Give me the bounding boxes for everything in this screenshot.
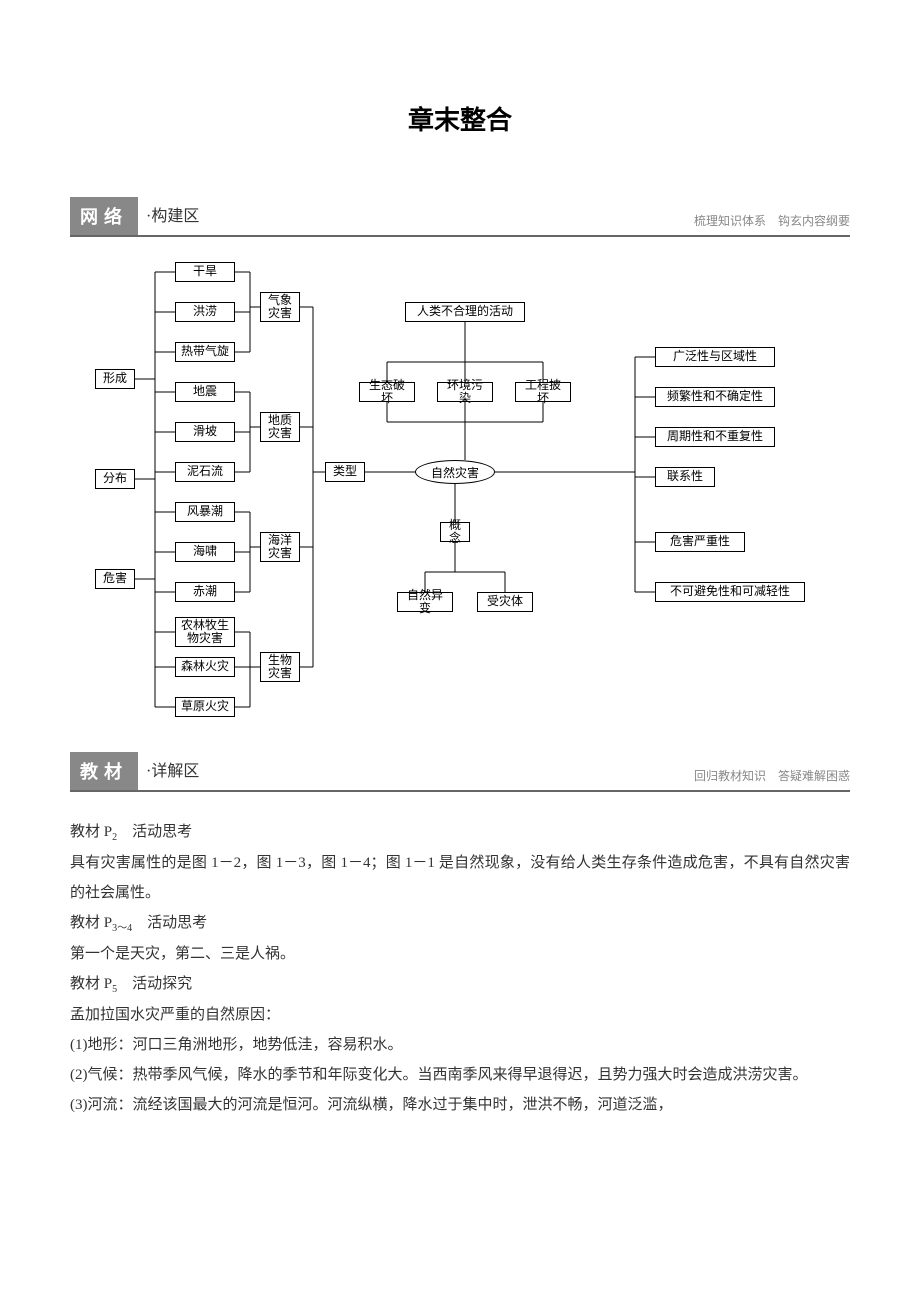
para: 教材 P5 活动探究 <box>70 969 850 1000</box>
section-left: 网络 ·构建区 <box>70 197 199 235</box>
diagram-node: 海啸 <box>175 542 235 562</box>
section-network-header: 网络 ·构建区 梳理知识体系 钩玄内容纲要 <box>70 197 850 237</box>
body-text: 教材 P2 活动思考 具有灾害属性的是图 1－2，图 1－3，图 1－4；图 1… <box>70 817 850 1120</box>
diagram-node: 风暴潮 <box>175 502 235 522</box>
diagram-node: 生态破坏 <box>359 382 415 402</box>
diagram-node: 人类不合理的活动 <box>405 302 525 322</box>
diagram-node: 地质灾害 <box>260 412 300 442</box>
diagram-node: 受灾体 <box>477 592 533 612</box>
t: 教材 P <box>70 824 112 840</box>
para: 孟加拉国水灾严重的自然原因： <box>70 1000 850 1030</box>
para: 具有灾害属性的是图 1－2，图 1－3，图 1－4；图 1－1 是自然现象，没有… <box>70 848 850 908</box>
diagram-node: 自然灾害 <box>415 460 495 484</box>
para: 第一个是天灾，第二、三是人祸。 <box>70 939 850 969</box>
diagram-node: 联系性 <box>655 467 715 487</box>
diagram-node: 分布 <box>95 469 135 489</box>
diagram-node: 自然异变 <box>397 592 453 612</box>
diagram-node: 危害 <box>95 569 135 589</box>
t: 活动探究 <box>117 976 192 992</box>
diagram-node: 滑坡 <box>175 422 235 442</box>
diagram-node: 森林火灾 <box>175 657 235 677</box>
section-left: 教材 ·详解区 <box>70 752 199 790</box>
section-right-label: 梳理知识体系 钩玄内容纲要 <box>694 212 850 235</box>
para: (1)地形：河口三角洲地形，地势低洼，容易积水。 <box>70 1030 850 1060</box>
diagram-node: 广泛性与区域性 <box>655 347 775 367</box>
sub: 3～4 <box>112 923 132 934</box>
para: 教材 P3～4 活动思考 <box>70 908 850 939</box>
section-sub-label: ·详解区 <box>138 757 199 785</box>
diagram-node: 热带气旋 <box>175 342 235 362</box>
page-title: 章末整合 <box>70 100 850 137</box>
t: 活动思考 <box>117 824 192 840</box>
diagram-node: 频繁性和不确定性 <box>655 387 775 407</box>
diagram-node: 洪涝 <box>175 302 235 322</box>
t: 教材 P <box>70 915 112 931</box>
para: (3)河流：流经该国最大的河流是恒河。河流纵横，降水过于集中时，泄洪不畅，河道泛… <box>70 1090 850 1120</box>
t: 教材 P <box>70 976 112 992</box>
para: (2)气候：热带季风气候，降水的季节和年际变化大。当西南季风来得早退得迟，且势力… <box>70 1060 850 1090</box>
section-text-header: 教材 ·详解区 回归教材知识 答疑难解困惑 <box>70 752 850 792</box>
diagram-node: 工程披坏 <box>515 382 571 402</box>
diagram-node: 周期性和不重复性 <box>655 427 775 447</box>
section-sub-label: ·构建区 <box>138 202 199 230</box>
diagram-node: 形成 <box>95 369 135 389</box>
diagram-node: 干旱 <box>175 262 235 282</box>
section-right-label: 回归教材知识 答疑难解困惑 <box>694 767 850 790</box>
diagram-node: 生物灾害 <box>260 652 300 682</box>
section-box-label: 教材 <box>70 752 138 790</box>
diagram-node: 类型 <box>325 462 365 482</box>
diagram-node: 地震 <box>175 382 235 402</box>
diagram-node: 泥石流 <box>175 462 235 482</box>
diagram-node: 草原火灾 <box>175 697 235 717</box>
diagram-node: 危害严重性 <box>655 532 745 552</box>
diagram-node: 农林牧生物灾害 <box>175 617 235 647</box>
diagram-node: 概念 <box>440 522 470 542</box>
diagram-node: 赤潮 <box>175 582 235 602</box>
para: 教材 P2 活动思考 <box>70 817 850 848</box>
diagram-lines <box>95 262 825 722</box>
diagram-node: 环境污染 <box>437 382 493 402</box>
concept-diagram: 形成分布危害 干旱洪涝热带气旋地震滑坡泥石流风暴潮海啸赤潮农林牧生物灾害森林火灾草… <box>95 262 825 722</box>
diagram-node: 不可避免性和可减轻性 <box>655 582 805 602</box>
t: 活动思考 <box>132 915 207 931</box>
section-box-label: 网络 <box>70 197 138 235</box>
diagram-node: 气象灾害 <box>260 292 300 322</box>
diagram-node: 海洋灾害 <box>260 532 300 562</box>
